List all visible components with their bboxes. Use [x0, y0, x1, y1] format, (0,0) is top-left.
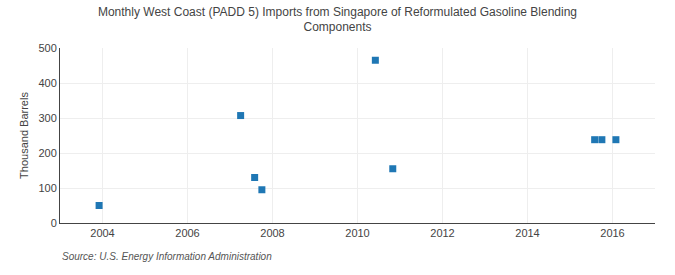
- svg-text:500: 500: [38, 42, 56, 54]
- svg-text:100: 100: [38, 182, 56, 194]
- svg-text:400: 400: [38, 77, 56, 89]
- svg-text:2006: 2006: [175, 227, 199, 239]
- svg-text:300: 300: [38, 112, 56, 124]
- svg-text:2016: 2016: [600, 227, 624, 239]
- svg-text:2010: 2010: [345, 227, 369, 239]
- svg-text:200: 200: [38, 147, 56, 159]
- svg-text:2012: 2012: [430, 227, 454, 239]
- svg-text:Source: U.S. Energy Informatio: Source: U.S. Energy Information Administ…: [62, 251, 272, 262]
- svg-text:Thousand Barrels: Thousand Barrels: [18, 92, 30, 179]
- svg-text:0: 0: [51, 217, 57, 229]
- svg-text:Monthly West Coast (PADD 5) Im: Monthly West Coast (PADD 5) Imports from…: [98, 5, 577, 35]
- svg-text:2004: 2004: [90, 227, 114, 239]
- svg-text:2014: 2014: [515, 227, 539, 239]
- svg-text:2008: 2008: [260, 227, 284, 239]
